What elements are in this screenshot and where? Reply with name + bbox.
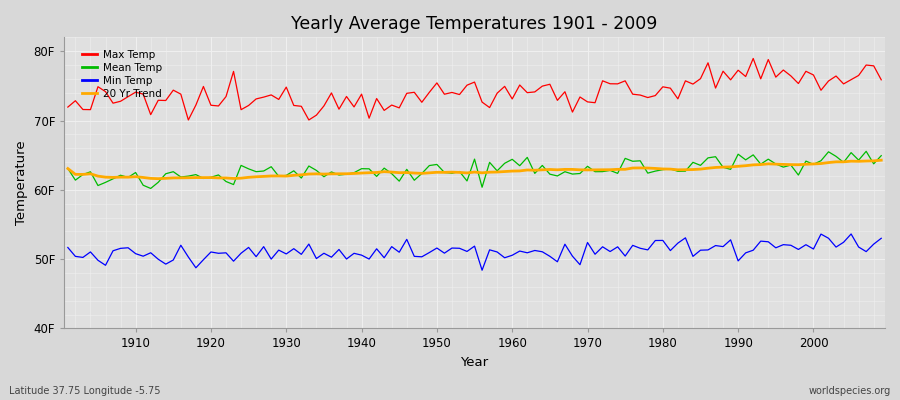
Text: worldspecies.org: worldspecies.org xyxy=(809,386,891,396)
X-axis label: Year: Year xyxy=(461,356,489,369)
Y-axis label: Temperature: Temperature xyxy=(15,140,28,225)
Text: Latitude 37.75 Longitude -5.75: Latitude 37.75 Longitude -5.75 xyxy=(9,386,160,396)
Legend: Max Temp, Mean Temp, Min Temp, 20 Yr Trend: Max Temp, Mean Temp, Min Temp, 20 Yr Tre… xyxy=(77,46,166,103)
Title: Yearly Average Temperatures 1901 - 2009: Yearly Average Temperatures 1901 - 2009 xyxy=(292,15,658,33)
